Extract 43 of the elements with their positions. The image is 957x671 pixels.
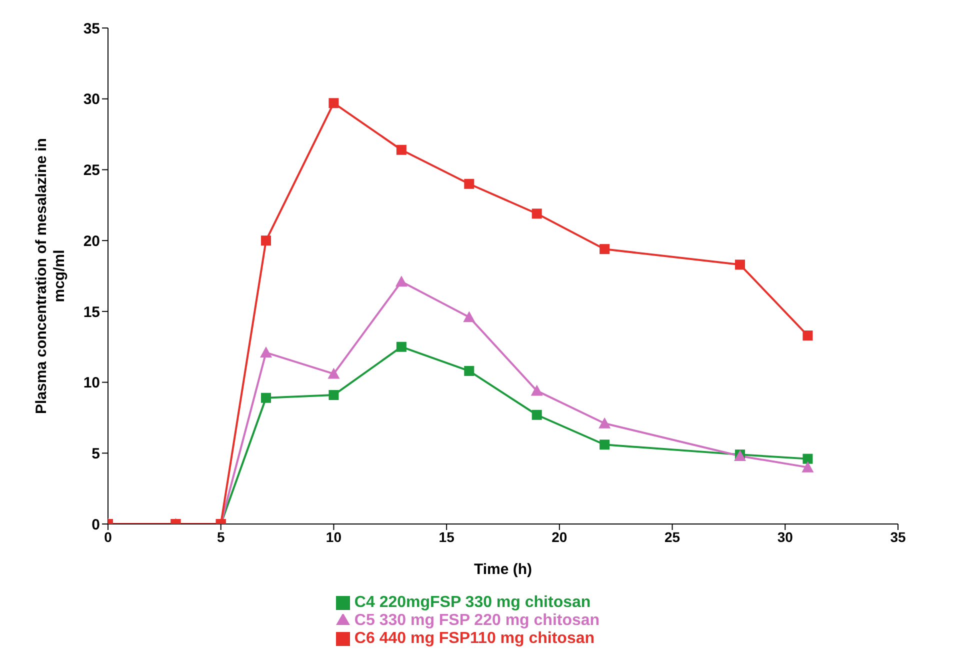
y-tick-label: 0: [92, 516, 100, 534]
y-tick-label: 10: [83, 374, 100, 392]
legend-label: C6 440 mg FSP110 mg chitosan: [354, 630, 595, 647]
x-axis-title: Time (h): [474, 561, 532, 578]
point: [598, 417, 611, 428]
legend-label: C5 330 mg FSP 220 mg chitosan: [354, 612, 600, 629]
y-tick-label: 30: [83, 91, 100, 108]
point: [463, 311, 476, 322]
point: [260, 346, 272, 358]
y-tick-label: 25: [83, 162, 100, 180]
point: [328, 98, 339, 108]
x-tick-label: 0: [104, 528, 112, 545]
point: [802, 461, 814, 472]
legend-label: C4 220mgFSP 330 mg chitosan: [354, 594, 591, 611]
point: [396, 342, 406, 352]
point: [802, 330, 813, 341]
point: [396, 144, 406, 155]
x-tick-label: 30: [777, 528, 794, 545]
point: [464, 366, 474, 376]
point: [261, 392, 271, 403]
point: [802, 454, 813, 464]
point: [395, 276, 408, 287]
y-tick-label: 20: [83, 232, 100, 250]
point: [600, 244, 610, 254]
point: [600, 440, 610, 450]
x-tick-label: 35: [890, 528, 906, 545]
x-tick-label: 15: [438, 528, 455, 545]
y-axis-title: Plasma concentration of mesalazine in mcg/ml: [33, 138, 68, 414]
x-tick-label: 10: [326, 528, 342, 545]
point: [328, 390, 339, 400]
point: [261, 236, 271, 246]
y-tick-label: 15: [83, 304, 100, 321]
point: [532, 410, 542, 420]
point: [735, 260, 745, 270]
x-tick-label: 20: [552, 528, 568, 545]
point: [530, 384, 543, 396]
y-tick-label: 5: [92, 445, 100, 462]
point: [464, 178, 474, 189]
point: [532, 208, 542, 219]
point: [328, 368, 340, 379]
x-tick-label: 5: [216, 528, 225, 545]
y-tick-label: 35: [83, 20, 100, 38]
x-tick-label: 25: [664, 528, 680, 545]
